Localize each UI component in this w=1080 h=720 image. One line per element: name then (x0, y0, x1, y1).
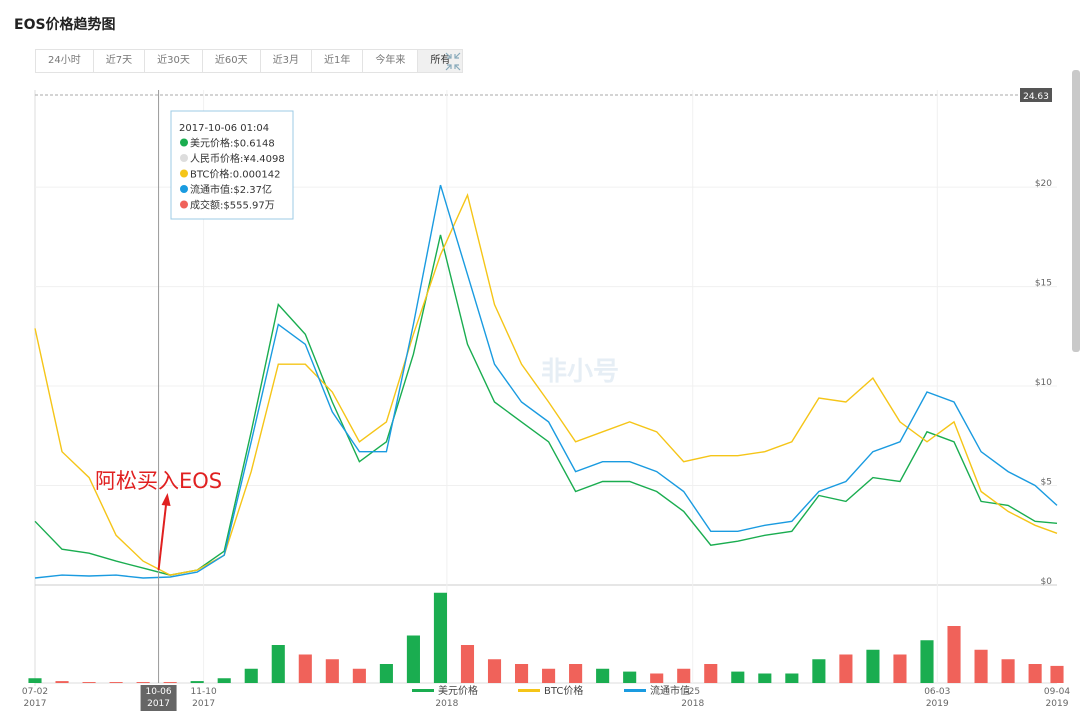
volume-bar (136, 682, 150, 683)
x-tick-year: 2019 (1046, 699, 1069, 709)
volume-bar (893, 654, 907, 683)
volume-bar (190, 681, 204, 683)
tooltip-text: 美元价格:$0.6148 (190, 137, 275, 150)
x-tick-year: 2017 (192, 699, 215, 709)
tooltip-dot (180, 154, 188, 162)
volume-bar (596, 668, 610, 683)
y-tick-label: $0 (1041, 577, 1053, 587)
volume-bar (244, 668, 258, 683)
volume-bar (1001, 659, 1015, 683)
range-button[interactable]: 今年来 (363, 50, 419, 72)
volume-bar (677, 668, 691, 683)
volume-bar (731, 671, 745, 683)
tooltip-box (170, 110, 294, 220)
y-tick-label: $10 (1035, 378, 1052, 388)
volume-bar (271, 645, 285, 683)
volume-bar (217, 678, 231, 683)
volume-bar (514, 664, 529, 683)
volume-bar (785, 673, 799, 683)
price-line (34, 192, 1058, 576)
price-line (34, 184, 1058, 579)
volume-bar (974, 649, 988, 683)
price-line (34, 234, 1058, 576)
volume-bar (839, 654, 853, 683)
volume-bar (163, 682, 177, 683)
tooltip-dot (180, 185, 188, 193)
volume-bar (55, 681, 69, 683)
volume-bar (866, 649, 880, 683)
legend-label: BTC价格 (544, 684, 583, 697)
volume-bar (650, 673, 664, 683)
legend-swatch (518, 689, 540, 692)
x-tick-label: 07-02 (22, 687, 48, 697)
x-tick-label: -25 (685, 687, 700, 697)
volume-bar (1050, 665, 1064, 683)
volume-bar (920, 640, 934, 683)
expand-glyph (445, 52, 461, 71)
volume-bar (542, 668, 556, 683)
max-label: 24.63 (1023, 92, 1049, 102)
watermark: 非小号 (541, 357, 619, 387)
volume-bar (109, 682, 123, 683)
tooltip-dot (180, 138, 188, 147)
volume-bar (352, 668, 366, 683)
annotation-arrowhead (161, 493, 171, 506)
volume-bar (758, 673, 772, 683)
expand-icon[interactable] (445, 52, 461, 71)
legend-label: 流通市值 (650, 684, 690, 697)
y-tick-label: $5 (1041, 478, 1052, 488)
x-tick-year: 2017 (147, 699, 170, 709)
annotation-arrow (157, 499, 168, 571)
page-title: EOS价格趋势图 (14, 17, 116, 33)
volume-bar (1028, 664, 1042, 683)
legend-swatch (624, 689, 646, 692)
x-tick-label: 11-10 (191, 687, 217, 697)
y-tick-label: $15 (1035, 279, 1052, 289)
tooltip-text: 2017-10-06 01:04 (179, 123, 269, 134)
range-button[interactable]: 近1年 (312, 50, 364, 72)
x-tick-year: 2018 (681, 699, 704, 709)
range-button[interactable]: 近30天 (145, 50, 203, 72)
volume-bar (406, 635, 420, 683)
x-tick-label: 09-04 (1044, 687, 1070, 697)
volume-bar (298, 654, 312, 683)
tooltip-text: 人民币价格:¥4.4098 (190, 152, 285, 165)
range-button[interactable]: 近60天 (203, 50, 261, 72)
volume-bar (325, 659, 339, 683)
volume-bar (433, 592, 448, 683)
tooltip-dot (180, 169, 188, 178)
volume-bar (704, 664, 718, 683)
tooltip-text: 成交额:$555.97万 (190, 199, 275, 212)
range-button[interactable]: 近7天 (94, 50, 146, 72)
x-tick-label: 10-06 (145, 687, 171, 697)
max-label-box (1020, 88, 1052, 102)
x-tick-year: 2017 (24, 699, 47, 709)
volume-bar (487, 659, 502, 683)
volume-bar (947, 626, 961, 683)
volume-bar (569, 664, 583, 683)
x-tick-year: 2019 (926, 699, 949, 709)
legend-label: 美元价格 (438, 684, 478, 697)
tooltip-dot (180, 200, 188, 209)
volume-bar (82, 682, 96, 683)
range-button[interactable]: 24小时 (36, 50, 94, 72)
annotation-text: 阿松买入EOS (95, 469, 222, 493)
volume-bar (812, 659, 826, 683)
y-tick-label: $20 (1035, 179, 1052, 189)
crosshair-label-box (140, 685, 177, 711)
tooltip-text: 流通市值:$2.37亿 (190, 183, 272, 196)
legend-swatch (412, 689, 434, 692)
volume-bar (379, 664, 393, 683)
scrollbar (1072, 70, 1080, 352)
volume-bar (460, 645, 475, 683)
tooltip-text: BTC价格:0.000142 (190, 168, 280, 181)
x-tick-label: 06-03 (924, 687, 950, 697)
range-button[interactable]: 近3月 (261, 50, 312, 72)
volume-bar (28, 678, 42, 683)
x-tick-year: 2018 (435, 699, 458, 709)
volume-bar (623, 671, 637, 683)
